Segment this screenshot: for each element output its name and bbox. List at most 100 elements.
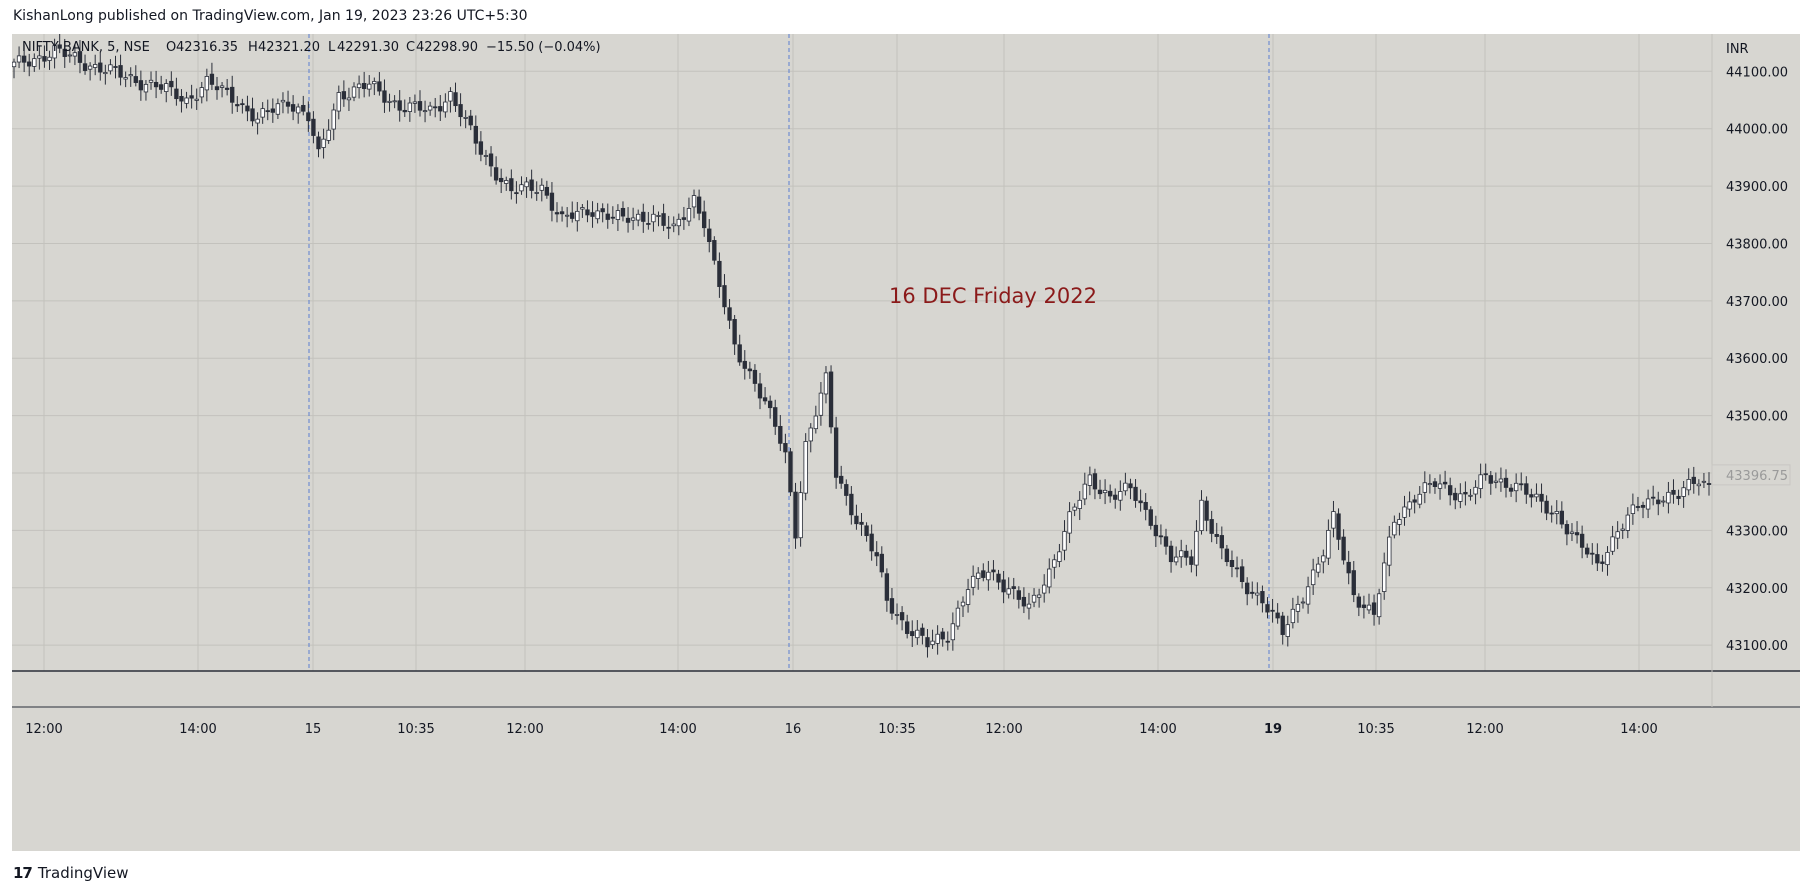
candlestick-chart[interactable]: 44100.00 44000.00 43900.00 43800.00 43700.00… bbox=[11, 33, 1800, 851]
y-tick-label: 43600.00 bbox=[1726, 352, 1788, 367]
candle-body bbox=[1432, 481, 1438, 487]
candle-body bbox=[666, 226, 671, 229]
candle-body bbox=[123, 77, 128, 80]
candle-body bbox=[214, 86, 220, 91]
candle-body bbox=[1133, 486, 1138, 501]
candle-body bbox=[925, 637, 930, 648]
candle-body bbox=[235, 104, 240, 107]
x-tick-label: 12:00 bbox=[1466, 722, 1503, 737]
candle-body bbox=[605, 213, 610, 220]
session-breaks bbox=[308, 34, 1270, 671]
candle-body bbox=[407, 102, 413, 112]
candle-body bbox=[1042, 584, 1047, 594]
candle-body bbox=[1280, 615, 1285, 635]
candle-body bbox=[970, 575, 976, 588]
candle-body bbox=[1067, 511, 1072, 534]
candle-body bbox=[311, 118, 316, 136]
candle-body bbox=[585, 209, 590, 216]
candle-body bbox=[1072, 506, 1077, 511]
candle-body bbox=[544, 186, 550, 196]
candle-body bbox=[671, 223, 676, 227]
footer-brand[interactable]: TradingView bbox=[37, 864, 129, 882]
candle-body bbox=[356, 83, 362, 89]
candle-body bbox=[499, 177, 504, 183]
candle-body bbox=[1590, 552, 1595, 555]
candle-body bbox=[1701, 480, 1707, 483]
candle-body bbox=[463, 117, 468, 119]
candle-body bbox=[1077, 499, 1082, 509]
candle-body bbox=[681, 217, 687, 220]
candle-body bbox=[1011, 586, 1016, 589]
candle-body bbox=[1184, 550, 1189, 558]
candle-body bbox=[828, 371, 834, 428]
candle-body bbox=[1087, 474, 1093, 486]
candle-body bbox=[458, 104, 463, 118]
candle-body bbox=[1640, 504, 1646, 508]
candle-body bbox=[1189, 556, 1194, 565]
candle-body bbox=[935, 633, 940, 644]
candle-body bbox=[894, 614, 900, 616]
chart-annotation[interactable]: 16 DEC Friday 2022 bbox=[889, 284, 1097, 308]
candle-body bbox=[1524, 483, 1529, 495]
chart-panel[interactable]: 44100.00 44000.00 43900.00 43800.00 43700.00… bbox=[11, 33, 1800, 851]
candle-body bbox=[1503, 477, 1509, 488]
candle-body bbox=[1057, 551, 1062, 562]
candle-body bbox=[230, 86, 235, 103]
footer: 17 TradingView bbox=[13, 864, 129, 882]
candle-body bbox=[1630, 504, 1636, 514]
candle-body bbox=[813, 415, 819, 430]
candle-body bbox=[1625, 514, 1630, 531]
candle-body bbox=[661, 213, 666, 226]
candle-body bbox=[412, 101, 418, 104]
candle-body bbox=[712, 240, 717, 261]
candle-body bbox=[884, 573, 890, 601]
x-tick-label: 12:00 bbox=[25, 722, 62, 737]
candle-body bbox=[1031, 594, 1037, 603]
candle-body bbox=[306, 112, 311, 122]
candle-body bbox=[1199, 499, 1204, 532]
candle-body bbox=[367, 83, 372, 90]
candle-body bbox=[570, 212, 575, 219]
candle-body bbox=[478, 141, 484, 155]
time-axis[interactable]: 12:00 14:00 15 10:35 12:00 14:00 16 10:35 12:00 1… bbox=[25, 722, 1657, 737]
candle-body bbox=[1453, 492, 1458, 501]
candle-body bbox=[1158, 535, 1164, 538]
candle-body bbox=[1392, 521, 1397, 536]
candle-body bbox=[285, 101, 291, 107]
candle-body bbox=[1387, 536, 1392, 566]
y-tick-label: 43800.00 bbox=[1726, 237, 1788, 252]
x-tick-label: 16 bbox=[785, 722, 802, 737]
candle-body bbox=[575, 210, 580, 222]
candle-body bbox=[1128, 483, 1133, 489]
candle-body bbox=[564, 214, 570, 217]
candle-body bbox=[1615, 531, 1620, 539]
candle-body bbox=[387, 100, 392, 103]
candle-body bbox=[549, 192, 555, 211]
candle-body bbox=[1645, 498, 1651, 510]
candle-body bbox=[833, 427, 839, 478]
price-axis[interactable]: 44100.00 44000.00 43900.00 43800.00 43700.00… bbox=[1726, 65, 1788, 654]
ohlc-close: 42298.90 bbox=[416, 40, 478, 55]
candle-body bbox=[392, 100, 397, 103]
candle-body bbox=[1148, 509, 1153, 526]
candle-body bbox=[1473, 486, 1478, 495]
candle-body bbox=[950, 623, 956, 641]
candle-body bbox=[554, 212, 560, 215]
candle-body bbox=[1138, 500, 1143, 504]
candle-body bbox=[529, 179, 534, 191]
candle-body bbox=[1097, 489, 1103, 495]
candle-body bbox=[1656, 499, 1661, 505]
currency-label: INR bbox=[1726, 42, 1749, 57]
candle-body bbox=[869, 533, 874, 552]
candle-body bbox=[986, 571, 991, 581]
candle-body bbox=[275, 103, 281, 115]
candle-body bbox=[21, 55, 27, 63]
candle-body bbox=[646, 223, 651, 225]
candle-body bbox=[1245, 582, 1250, 595]
candle-body bbox=[265, 110, 270, 113]
candle-body bbox=[1427, 483, 1433, 486]
candle-body bbox=[1519, 483, 1524, 486]
x-tick-label: 14:00 bbox=[1139, 722, 1176, 737]
candle-body bbox=[397, 100, 402, 111]
y-tick-label: 43900.00 bbox=[1726, 180, 1788, 195]
